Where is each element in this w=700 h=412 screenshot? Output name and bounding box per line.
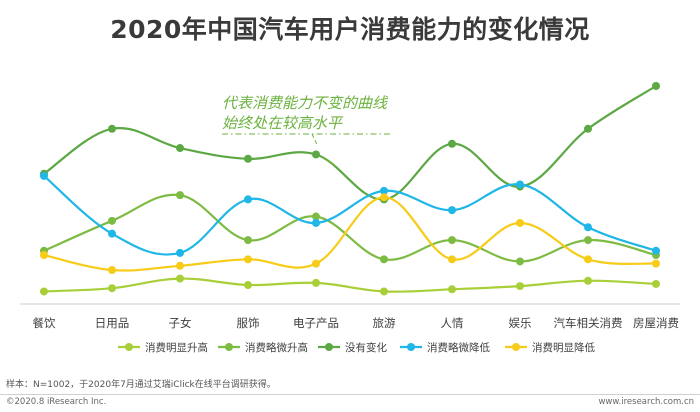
- series-2: [40, 191, 660, 266]
- data-point: [40, 251, 48, 260]
- copyright: ©2020.8 iResearch Inc.: [6, 397, 107, 407]
- data-point: [108, 266, 116, 275]
- series-4: [40, 171, 660, 257]
- x-tick-label: 子女: [169, 316, 192, 330]
- legend-label: 消费略微降低: [427, 341, 490, 354]
- data-point: [652, 82, 660, 90]
- x-tick-label: 日用品: [95, 316, 130, 330]
- series-line: [43, 85, 657, 201]
- data-point: [652, 246, 660, 255]
- data-point: [380, 255, 388, 264]
- data-point: [516, 218, 524, 227]
- data-point: [40, 171, 48, 180]
- annotation-line-1: 代表消费能力不变的曲线: [222, 94, 389, 112]
- data-point: [584, 255, 592, 264]
- data-point: [652, 259, 660, 268]
- legend-label: 没有变化: [345, 341, 387, 354]
- data-point: [380, 186, 388, 195]
- data-point: [40, 287, 48, 296]
- annotation-pointer: [311, 133, 319, 147]
- legend-swatch-dot: [512, 343, 520, 351]
- legend-swatch-dot: [407, 343, 415, 351]
- series-5: [40, 193, 660, 275]
- data-point: [584, 124, 592, 133]
- data-point: [380, 193, 388, 202]
- data-point: [516, 257, 524, 266]
- legend-label: 消费略微升高: [245, 341, 308, 354]
- annotation-mark: [327, 159, 337, 167]
- x-tick-label: 电子产品: [293, 316, 339, 330]
- x-tick-label: 服饰: [237, 316, 260, 330]
- data-point: [244, 236, 252, 245]
- data-point: [516, 180, 524, 189]
- data-point: [312, 212, 320, 221]
- data-point: [176, 274, 184, 283]
- x-tick-label: 娱乐: [509, 316, 532, 330]
- data-point: [108, 216, 116, 225]
- series-1: [40, 274, 660, 296]
- data-point: [652, 279, 660, 288]
- data-point: [584, 223, 592, 232]
- series-line: [43, 175, 657, 256]
- data-point: [244, 154, 252, 163]
- data-point: [448, 236, 456, 245]
- legend-item: 消费略微降低: [400, 341, 490, 354]
- website-url: www.iresearch.com.cn: [598, 397, 694, 407]
- data-point: [176, 261, 184, 270]
- data-point: [244, 255, 252, 264]
- series-line: [43, 277, 657, 293]
- data-point: [312, 218, 320, 227]
- data-point: [448, 255, 456, 264]
- data-point: [380, 287, 388, 296]
- data-point: [312, 259, 320, 268]
- legend-swatch-dot: [325, 343, 333, 351]
- x-tick-label: 房屋消费: [633, 316, 679, 330]
- footnote: 样本：N=1002，于2020年7月通过艾瑞iClick在线平台调研获得。: [6, 380, 276, 390]
- data-point: [448, 139, 456, 148]
- data-point: [176, 191, 184, 200]
- annotation-line-2: 始终处在较高水平: [222, 114, 344, 132]
- legend: 消费明显升高 消费略微升高 没有变化 消费略微降低 消费明显降低: [118, 341, 595, 354]
- x-tick-labels: 餐饮 日用品 子女 服饰 电子产品 旅游 人情 娱乐 汽车相关消费 房屋消费: [33, 316, 680, 330]
- legend-item: 没有变化: [318, 341, 387, 354]
- legend-swatch-dot: [125, 343, 133, 351]
- series-line: [43, 196, 657, 272]
- legend-label: 消费明显降低: [532, 341, 595, 354]
- data-point: [108, 124, 116, 133]
- data-point: [108, 229, 116, 238]
- data-point: [244, 281, 252, 290]
- legend-item: 消费略微升高: [218, 341, 308, 354]
- data-point: [176, 144, 184, 153]
- series-layer: [40, 82, 660, 296]
- data-point: [584, 236, 592, 245]
- legend-label: 消费明显升高: [145, 341, 208, 354]
- data-point: [108, 284, 116, 293]
- legend-swatch-dot: [225, 343, 233, 351]
- data-point: [312, 150, 320, 159]
- data-point: [176, 248, 184, 257]
- data-point: [244, 195, 252, 204]
- x-tick-label: 餐饮: [33, 316, 56, 330]
- data-point: [584, 276, 592, 285]
- legend-item: 消费明显升高: [118, 341, 208, 354]
- data-point: [516, 282, 524, 291]
- data-point: [448, 206, 456, 215]
- footer-divider: [0, 394, 700, 395]
- x-tick-label: 汽车相关消费: [554, 316, 623, 330]
- data-point: [448, 285, 456, 294]
- annotation: 代表消费能力不变的曲线 始终处在较高水平: [222, 94, 390, 167]
- legend-item: 消费明显降低: [505, 341, 595, 354]
- series-line: [43, 193, 657, 263]
- chart-title: 2020年中国汽车用户消费能力的变化情况: [110, 15, 590, 44]
- x-tick-label: 人情: [441, 316, 464, 330]
- data-point: [312, 278, 320, 287]
- x-tick-label: 旅游: [373, 316, 396, 330]
